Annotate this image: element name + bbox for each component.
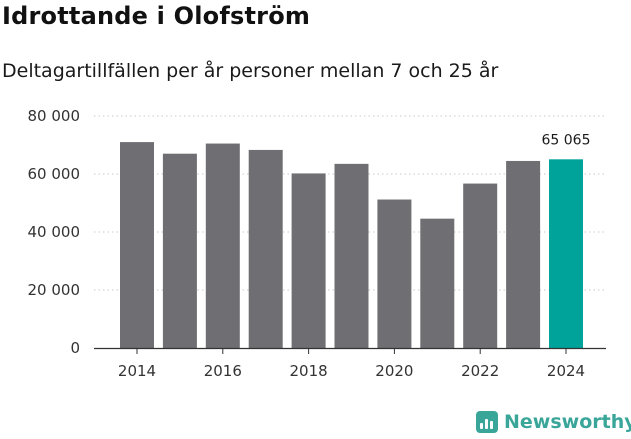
x-tick-label: 2018 (290, 362, 328, 380)
bar-2023 (506, 160, 541, 348)
highlight-value-label: 65 065 (542, 132, 591, 148)
newsworthy-logo-icon (476, 411, 498, 433)
x-axis: 2014 2016 2018 2020 2022 2024 (94, 347, 606, 380)
y-tick-label: 60 000 (28, 165, 81, 183)
x-tick-label: 2020 (375, 362, 413, 380)
bar-2016 (205, 143, 240, 348)
bar-2015 (162, 153, 197, 348)
y-axis-labels: 0 20 000 40 000 60 000 80 000 (28, 107, 81, 357)
newsworthy-logo: Newsworthy (476, 408, 631, 436)
bar-2017 (248, 149, 283, 348)
y-tick-label: 20 000 (28, 281, 81, 299)
chart-subtitle: Deltagartillfällen per år personer mella… (2, 60, 499, 82)
x-tick-label: 2024 (547, 362, 585, 380)
bar-2020 (377, 199, 412, 348)
bar-2014 (120, 142, 154, 348)
bar-2018 (291, 173, 326, 348)
x-tick-label: 2022 (461, 362, 499, 380)
x-tick-label: 2014 (118, 362, 156, 380)
bars (120, 142, 583, 348)
bar-2024 (549, 159, 583, 348)
bar-2022 (463, 183, 498, 348)
newsworthy-logo-text: Newsworthy (504, 411, 631, 433)
chart-title: Idrottande i Olofström (2, 2, 311, 30)
data-labels: 65 065 (542, 132, 591, 148)
y-tick-label: 0 (70, 339, 80, 357)
x-tick-label: 2016 (204, 362, 242, 380)
bar-2019 (334, 163, 369, 348)
bar-2021 (420, 218, 455, 348)
y-tick-label: 80 000 (28, 107, 81, 125)
y-tick-label: 40 000 (28, 223, 81, 241)
